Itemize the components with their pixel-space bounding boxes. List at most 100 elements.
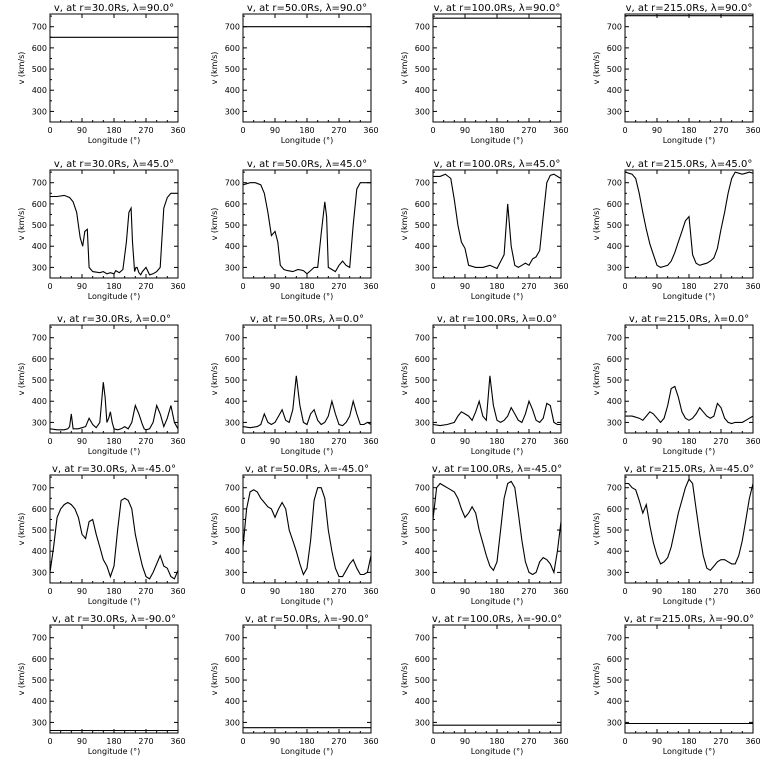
y-axis-label: v (km/s) (17, 363, 26, 396)
y-tick-label: 300 (32, 718, 47, 727)
panel-11: v, at r=100.0Rs, λ=0.0° 0 90 180 270 360 300 40… (400, 314, 569, 456)
y-axis-label: v (km/s) (210, 513, 219, 546)
y-axis-label: v (km/s) (17, 208, 26, 241)
panel-4: v, at r=215.0Rs, λ=90.0° 0 90 180 270 360 300 4… (592, 3, 761, 145)
y-axis-label: v (km/s) (400, 663, 409, 696)
x-tick-label: 90 (460, 587, 470, 596)
x-axis-label: Longitude (°) (663, 136, 716, 145)
panel-18: v, at r=50.0Rs, λ=-90.0° 0 90 180 270 360 300 4… (210, 614, 379, 756)
x-tick-label: 90 (77, 587, 87, 596)
panel-title: v, at r=215.0Rs, λ=-45.0° (624, 464, 754, 475)
y-tick-label: 500 (607, 221, 622, 230)
plot-frame (49, 13, 179, 123)
y-axis-label: v (km/s) (210, 208, 219, 241)
x-tick-label: 360 (363, 737, 378, 746)
y-tick-label: 500 (607, 376, 622, 385)
x-tick-label: 180 (106, 587, 121, 596)
y-tick-label: 700 (32, 334, 47, 343)
panel-title: v, at r=100.0Rs, λ=-90.0° (432, 614, 562, 625)
y-tick-label: 300 (415, 107, 430, 116)
x-axis-label: Longitude (°) (88, 447, 141, 456)
panel-14: v, at r=50.0Rs, λ=-45.0° 0 90 180 270 360 300 4… (210, 464, 379, 606)
x-tick-label: 0 (240, 737, 245, 746)
x-tick-label: 0 (430, 126, 435, 135)
plot-frame (624, 624, 754, 734)
x-tick-label: 90 (270, 587, 280, 596)
x-tick-label: 270 (138, 587, 153, 596)
y-tick-label: 600 (415, 655, 430, 664)
panel-title: v, at r=50.0Rs, λ=45.0° (247, 159, 367, 170)
x-axis-label: Longitude (°) (663, 747, 716, 756)
panel-title: v, at r=50.0Rs, λ=-45.0° (245, 464, 369, 475)
x-tick-label: 270 (521, 437, 536, 446)
series-line (433, 173, 561, 270)
x-tick-label: 180 (489, 126, 504, 135)
y-tick-label: 300 (607, 718, 622, 727)
y-axis-label: v (km/s) (592, 52, 601, 85)
x-tick-label: 360 (363, 437, 378, 446)
x-tick-label: 90 (652, 587, 662, 596)
y-axis-label: v (km/s) (210, 663, 219, 696)
x-axis-label: Longitude (°) (471, 447, 524, 456)
x-tick-label: 360 (170, 587, 185, 596)
series-line (50, 382, 178, 431)
x-axis-label: Longitude (°) (88, 597, 141, 606)
x-tick-label: 270 (138, 437, 153, 446)
x-tick-label: 90 (77, 737, 87, 746)
y-axis-label: v (km/s) (210, 52, 219, 85)
panel-title: v, at r=30.0Rs, λ=0.0° (57, 314, 171, 325)
panel-16: v, at r=215.0Rs, λ=-45.0° 0 90 180 270 360 300… (592, 464, 761, 606)
x-tick-label: 360 (170, 126, 185, 135)
y-tick-label: 700 (415, 334, 430, 343)
x-tick-label: 90 (77, 282, 87, 291)
y-tick-label: 600 (415, 44, 430, 53)
y-tick-label: 300 (415, 263, 430, 272)
y-tick-label: 400 (607, 397, 622, 406)
y-tick-label: 700 (415, 484, 430, 493)
y-tick-label: 400 (32, 547, 47, 556)
x-tick-label: 270 (331, 282, 346, 291)
x-tick-label: 180 (681, 126, 696, 135)
x-axis-label: Longitude (°) (663, 292, 716, 301)
y-tick-label: 500 (32, 376, 47, 385)
x-tick-label: 270 (713, 737, 728, 746)
y-tick-label: 500 (415, 676, 430, 685)
panel-3: v, at r=100.0Rs, λ=90.0° 0 90 180 270 360 300 4… (400, 3, 569, 145)
y-tick-label: 400 (32, 697, 47, 706)
x-tick-label: 0 (47, 126, 52, 135)
x-tick-label: 180 (681, 437, 696, 446)
y-tick-label: 600 (32, 44, 47, 53)
x-axis-label: Longitude (°) (88, 136, 141, 145)
y-tick-label: 300 (225, 718, 240, 727)
x-tick-label: 0 (622, 126, 627, 135)
y-tick-label: 600 (32, 505, 47, 514)
y-tick-label: 300 (32, 107, 47, 116)
panel-title: v, at r=50.0Rs, λ=-90.0° (245, 614, 369, 625)
x-tick-label: 0 (430, 587, 435, 596)
x-tick-label: 180 (489, 282, 504, 291)
x-tick-label: 360 (553, 737, 568, 746)
y-tick-label: 700 (225, 334, 240, 343)
plot-frame (242, 13, 372, 123)
panel-title: v, at r=215.0Rs, λ=0.0° (629, 314, 749, 325)
y-tick-label: 400 (607, 242, 622, 251)
x-tick-label: 180 (681, 737, 696, 746)
y-axis-label: v (km/s) (17, 513, 26, 546)
panel-title: v, at r=100.0Rs, λ=45.0° (434, 159, 561, 170)
x-tick-label: 360 (553, 126, 568, 135)
x-tick-label: 360 (745, 587, 760, 596)
y-tick-label: 700 (32, 634, 47, 643)
y-tick-label: 600 (415, 505, 430, 514)
x-tick-label: 90 (460, 437, 470, 446)
plot-frame (432, 324, 562, 434)
y-tick-label: 400 (225, 697, 240, 706)
y-tick-label: 500 (415, 376, 430, 385)
panel-1: v, at r=30.0Rs, λ=90.0° 0 90 180 270 360 300 40… (17, 3, 186, 145)
panel-title: v, at r=50.0Rs, λ=0.0° (250, 314, 364, 325)
y-axis-label: v (km/s) (400, 208, 409, 241)
panel-title: v, at r=100.0Rs, λ=0.0° (437, 314, 557, 325)
y-axis-label: v (km/s) (592, 208, 601, 241)
y-tick-label: 400 (607, 697, 622, 706)
x-tick-label: 90 (270, 282, 280, 291)
